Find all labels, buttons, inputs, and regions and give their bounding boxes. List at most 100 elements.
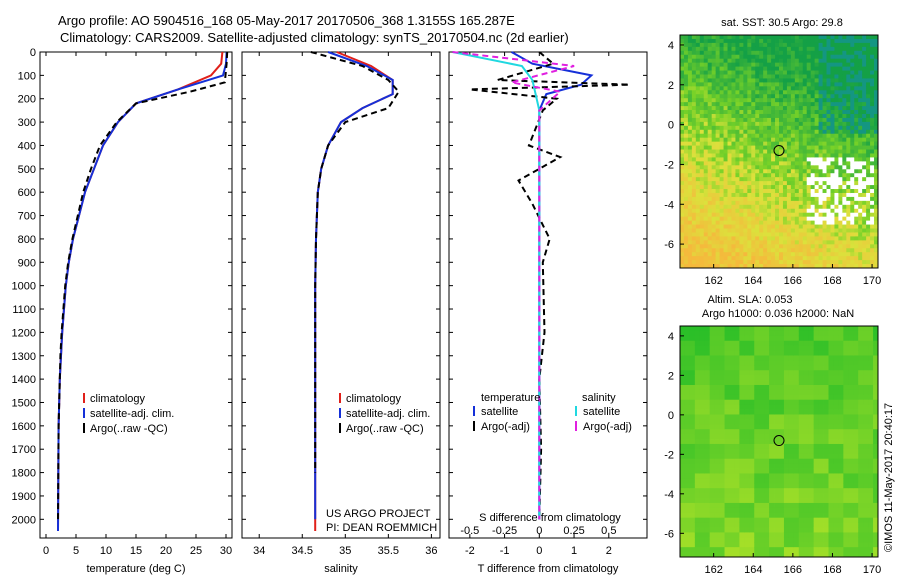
heatmap-cell xyxy=(810,145,816,150)
heatmap-cell xyxy=(863,463,869,469)
heatmap-cell xyxy=(754,542,760,548)
heatmap-cell xyxy=(818,252,823,257)
heatmap-cell xyxy=(759,70,764,75)
heatmap-cell xyxy=(714,370,720,376)
heatmap-cell xyxy=(833,370,839,376)
heatmap-cell xyxy=(782,204,788,210)
heatmap-cell xyxy=(734,532,740,538)
heatmap-cell xyxy=(743,113,748,119)
heatmap-cell xyxy=(858,532,864,538)
heatmap-cell xyxy=(803,350,810,356)
heatmap-cell xyxy=(838,414,844,420)
heatmap-cell xyxy=(790,129,796,135)
heatmap-cell xyxy=(699,86,705,91)
heatmap-cell xyxy=(724,414,730,420)
heatmap-cell xyxy=(870,216,875,222)
heatmap-cell xyxy=(699,244,705,249)
heatmap-cell xyxy=(739,149,744,154)
heatmap-cell xyxy=(808,345,815,351)
heatmap-cell xyxy=(734,424,740,430)
heatmap-cell xyxy=(802,117,808,123)
heatmap-cell xyxy=(862,173,867,178)
heatmap-cell xyxy=(848,502,854,509)
heatmap-cell xyxy=(731,149,736,154)
heatmap-cell xyxy=(818,507,824,514)
heatmap-cell xyxy=(813,537,819,543)
heatmap-cell xyxy=(810,46,816,52)
heatmap-cell xyxy=(870,185,875,190)
heatmap-cell xyxy=(858,94,863,99)
heatmap-cell xyxy=(828,419,834,425)
heatmap-cell xyxy=(739,125,744,131)
sst-map-frame xyxy=(679,34,879,269)
heatmap-cell xyxy=(790,181,796,186)
heatmap-cell xyxy=(793,552,800,558)
heatmap-cell xyxy=(830,236,835,241)
heatmap-cell xyxy=(774,380,780,386)
heatmap-cell xyxy=(826,153,831,158)
heatmap-cell xyxy=(850,117,855,123)
heatmap-cell xyxy=(719,473,725,479)
heatmap-cell xyxy=(734,468,740,474)
heatmap-cell xyxy=(798,208,804,214)
heatmap-cell xyxy=(684,429,691,435)
heatmap-cell xyxy=(759,192,764,198)
heatmap-cell xyxy=(723,260,728,265)
heatmap-cell xyxy=(683,200,689,206)
heatmap-cell xyxy=(684,502,691,509)
heatmap-cell xyxy=(680,522,686,528)
heatmap-cell xyxy=(786,62,792,67)
heatmap-cell xyxy=(707,62,713,67)
heatmap-cell xyxy=(729,468,735,474)
heatmap-cell xyxy=(818,424,824,430)
heatmap-cell xyxy=(813,419,819,425)
heatmap-cell xyxy=(703,141,709,146)
heatmap-cell xyxy=(810,165,816,170)
heatmap-cell xyxy=(767,42,772,48)
heatmap-cell xyxy=(727,70,732,75)
heatmap-cell xyxy=(774,355,780,361)
sst-map-x-tick-label: 170 xyxy=(863,275,881,287)
heatmap-cell xyxy=(739,189,744,194)
heatmap-cell xyxy=(755,42,760,48)
heatmap-cell xyxy=(695,86,701,91)
heatmap-cell xyxy=(680,537,686,543)
heatmap-cell xyxy=(870,82,875,87)
heatmap-cell xyxy=(707,82,713,87)
heatmap-cell xyxy=(691,236,697,241)
heatmap-cell xyxy=(751,149,756,154)
heatmap-cell xyxy=(818,399,824,406)
heatmap-cell xyxy=(723,86,728,91)
heatmap-cell xyxy=(874,82,879,87)
heatmap-cell xyxy=(709,439,716,445)
heatmap-cell xyxy=(813,493,819,499)
heatmap-cell xyxy=(735,165,740,170)
heatmap-cell xyxy=(802,149,808,154)
heatmap-cell xyxy=(846,121,851,127)
heatmap-cell xyxy=(810,196,816,202)
heatmap-cell xyxy=(703,260,709,265)
heatmap-cell xyxy=(759,384,765,391)
heatmap-cell xyxy=(694,552,701,558)
heatmap-cell xyxy=(767,54,772,60)
heatmap-cell xyxy=(691,200,697,206)
heatmap-cell xyxy=(783,473,790,479)
heatmap-cell xyxy=(848,488,854,494)
heatmap-cell xyxy=(727,177,732,182)
heatmap-cell xyxy=(806,137,812,143)
heatmap-cell xyxy=(830,102,835,107)
heatmap-cell xyxy=(754,502,760,509)
heatmap-cell xyxy=(699,439,706,445)
heatmap-cell xyxy=(723,113,728,119)
heatmap-cell xyxy=(739,394,745,401)
heatmap-cell xyxy=(739,478,745,484)
heatmap-cell xyxy=(754,468,760,474)
heatmap-cell xyxy=(749,522,755,528)
heatmap-cell xyxy=(689,507,696,514)
heatmap-cell xyxy=(723,117,728,123)
heatmap-cell xyxy=(810,264,816,269)
heatmap-cell xyxy=(715,189,720,194)
temperature-x-tick-label: 25 xyxy=(190,545,202,557)
heatmap-cell xyxy=(818,74,823,79)
heatmap-cell xyxy=(826,62,831,67)
